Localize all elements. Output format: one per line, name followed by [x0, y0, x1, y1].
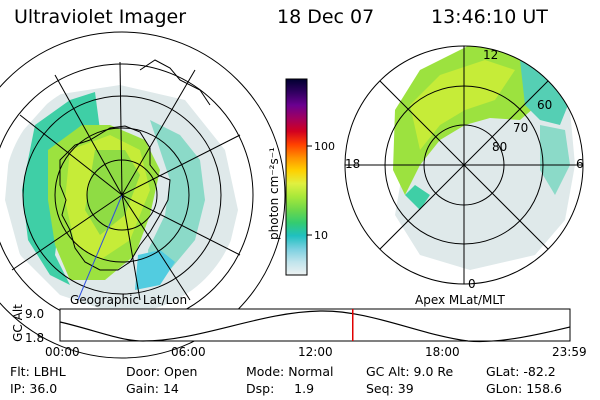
info-dsp: Dsp: 1.9 [246, 381, 315, 396]
timeline-xtick-0: 00:00 [45, 345, 80, 359]
info-flt: Flt: LBHL [10, 364, 66, 379]
altitude-plot [59, 308, 571, 342]
info-door: Door: Open [126, 364, 198, 379]
info-glon: GLon: 158.6 [486, 381, 562, 396]
lat-label-60: 60 [537, 98, 552, 112]
magnetic-aurora-image [393, 46, 575, 270]
timeline-axis-label: GC Alt [11, 304, 25, 342]
timeline-xtick-3: 18:00 [425, 345, 460, 359]
info-mode: Mode: Normal [246, 364, 334, 379]
colorbar [285, 78, 308, 276]
magnetic-grid [344, 45, 584, 285]
timeline-ytick-bottom: 1.8 [25, 331, 45, 345]
coastline [59, 125, 171, 271]
colorbar-tick-10: 10 [314, 229, 328, 242]
mlt-label-0: 0 [468, 277, 476, 291]
geographic-caption: Geographic Lat/Lon [70, 293, 188, 307]
mlt-label-18: 18 [345, 157, 360, 171]
geographic-aurora-image [5, 85, 238, 313]
info-seq: Seq: 39 [366, 381, 414, 396]
timeline-ytick-top: 9.0 [25, 307, 45, 321]
instrument-title: Ultraviolet Imager [14, 6, 187, 28]
lat-label-80: 80 [492, 140, 507, 154]
info-glat: GLat: -82.2 [486, 364, 556, 379]
timeline-xtick-1: 06:00 [171, 345, 206, 359]
info-gain: Gain: 14 [126, 381, 179, 396]
info-gc-alt: GC Alt: 9.0 Re [366, 364, 454, 379]
colorbar-label: photon cm⁻²s⁻¹ [267, 147, 281, 240]
date-label: 18 Dec 07 [277, 6, 375, 28]
info-ip: IP: 36.0 [10, 381, 58, 396]
mlt-label-12: 12 [483, 48, 498, 62]
altitude-curve [59, 310, 571, 343]
geographic-meridians [11, 61, 241, 301]
colorbar-tick-100: 100 [314, 140, 335, 153]
mlt-label-6: 6 [576, 157, 584, 171]
timeline-xtick-4: 23:59 [552, 345, 587, 359]
time-label: 13:46:10 UT [431, 6, 548, 28]
magnetic-caption: Apex MLat/MLT [415, 293, 505, 307]
timeline-xtick-2: 12:00 [298, 345, 333, 359]
lat-label-70: 70 [513, 121, 528, 135]
